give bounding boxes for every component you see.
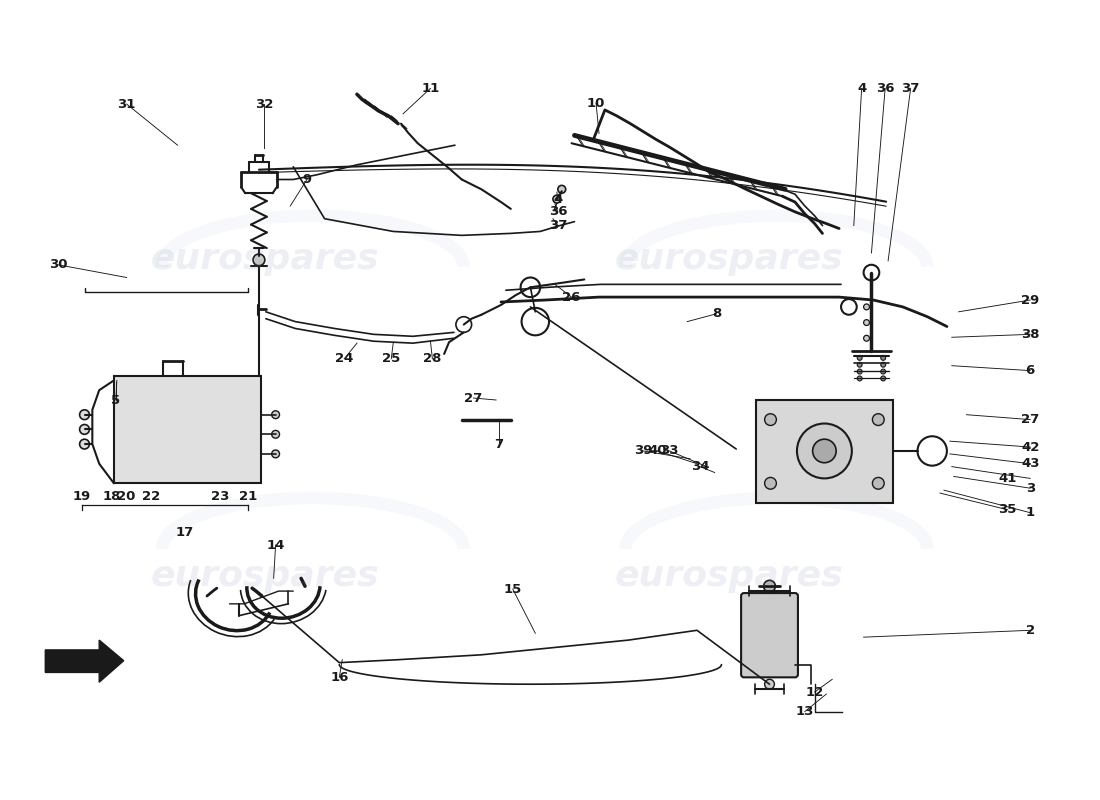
Circle shape (813, 439, 836, 462)
Circle shape (872, 478, 884, 489)
Text: 34: 34 (691, 460, 710, 473)
Circle shape (864, 320, 869, 326)
Text: 37: 37 (902, 82, 920, 95)
Text: 25: 25 (382, 352, 400, 366)
Circle shape (763, 580, 776, 592)
Text: 1: 1 (1025, 506, 1035, 519)
Text: 3: 3 (1025, 482, 1035, 494)
Text: 4: 4 (857, 82, 867, 95)
Circle shape (881, 369, 886, 374)
Text: 19: 19 (73, 490, 90, 502)
Text: 9: 9 (302, 173, 311, 186)
Text: 26: 26 (562, 290, 581, 304)
Text: 15: 15 (504, 582, 521, 596)
Text: 14: 14 (266, 538, 285, 551)
Circle shape (79, 410, 89, 419)
Text: 29: 29 (1021, 294, 1040, 306)
Circle shape (857, 355, 862, 360)
Text: 37: 37 (549, 219, 566, 232)
Circle shape (553, 195, 561, 203)
Text: 28: 28 (424, 352, 441, 366)
Text: 13: 13 (795, 705, 814, 718)
Text: 33: 33 (660, 445, 679, 458)
Circle shape (272, 410, 279, 418)
Circle shape (272, 430, 279, 438)
Text: 20: 20 (118, 490, 135, 502)
Text: 12: 12 (805, 686, 824, 698)
Text: 38: 38 (1021, 328, 1040, 341)
Text: 6: 6 (1025, 364, 1035, 377)
Text: eurospares: eurospares (151, 242, 380, 276)
Text: 30: 30 (48, 258, 67, 271)
Text: 4: 4 (553, 193, 562, 206)
Circle shape (764, 414, 777, 426)
Circle shape (79, 425, 89, 434)
Text: 32: 32 (255, 98, 273, 110)
Circle shape (857, 362, 862, 367)
Text: 35: 35 (999, 503, 1016, 516)
Text: eurospares: eurospares (615, 242, 844, 276)
Circle shape (272, 450, 279, 458)
Text: 11: 11 (421, 82, 440, 95)
Text: eurospares: eurospares (151, 559, 380, 594)
Text: 36: 36 (549, 206, 568, 218)
Circle shape (253, 254, 265, 266)
Text: 42: 42 (1021, 441, 1040, 454)
Circle shape (872, 414, 884, 426)
FancyBboxPatch shape (756, 400, 893, 503)
Text: 43: 43 (1021, 457, 1040, 470)
FancyBboxPatch shape (114, 375, 261, 483)
Text: 40: 40 (649, 445, 667, 458)
Text: 27: 27 (1021, 413, 1040, 426)
Text: 10: 10 (587, 97, 605, 110)
Text: 5: 5 (111, 394, 120, 406)
Circle shape (558, 186, 565, 194)
Text: 8: 8 (712, 307, 722, 320)
Text: 27: 27 (464, 391, 483, 405)
Text: 23: 23 (210, 490, 229, 502)
Polygon shape (45, 640, 123, 682)
Circle shape (864, 335, 869, 341)
Text: 16: 16 (330, 671, 349, 684)
Text: 31: 31 (118, 98, 135, 110)
Text: 21: 21 (239, 490, 257, 502)
Circle shape (864, 265, 879, 281)
Text: 24: 24 (336, 352, 353, 366)
Text: 18: 18 (102, 490, 121, 502)
Text: 2: 2 (1025, 624, 1035, 637)
Text: eurospares: eurospares (615, 559, 844, 594)
Circle shape (864, 304, 869, 310)
Circle shape (857, 376, 862, 381)
Text: 17: 17 (175, 526, 194, 539)
Circle shape (881, 362, 886, 367)
FancyBboxPatch shape (741, 593, 798, 678)
Text: 22: 22 (142, 490, 161, 502)
Circle shape (857, 369, 862, 374)
Circle shape (764, 478, 777, 489)
Circle shape (881, 355, 886, 360)
Circle shape (764, 679, 774, 689)
Circle shape (79, 439, 89, 449)
Circle shape (798, 423, 851, 478)
Text: 41: 41 (999, 472, 1016, 485)
Text: 7: 7 (495, 438, 504, 450)
Text: 39: 39 (634, 445, 652, 458)
Circle shape (881, 376, 886, 381)
Text: 36: 36 (876, 82, 894, 95)
